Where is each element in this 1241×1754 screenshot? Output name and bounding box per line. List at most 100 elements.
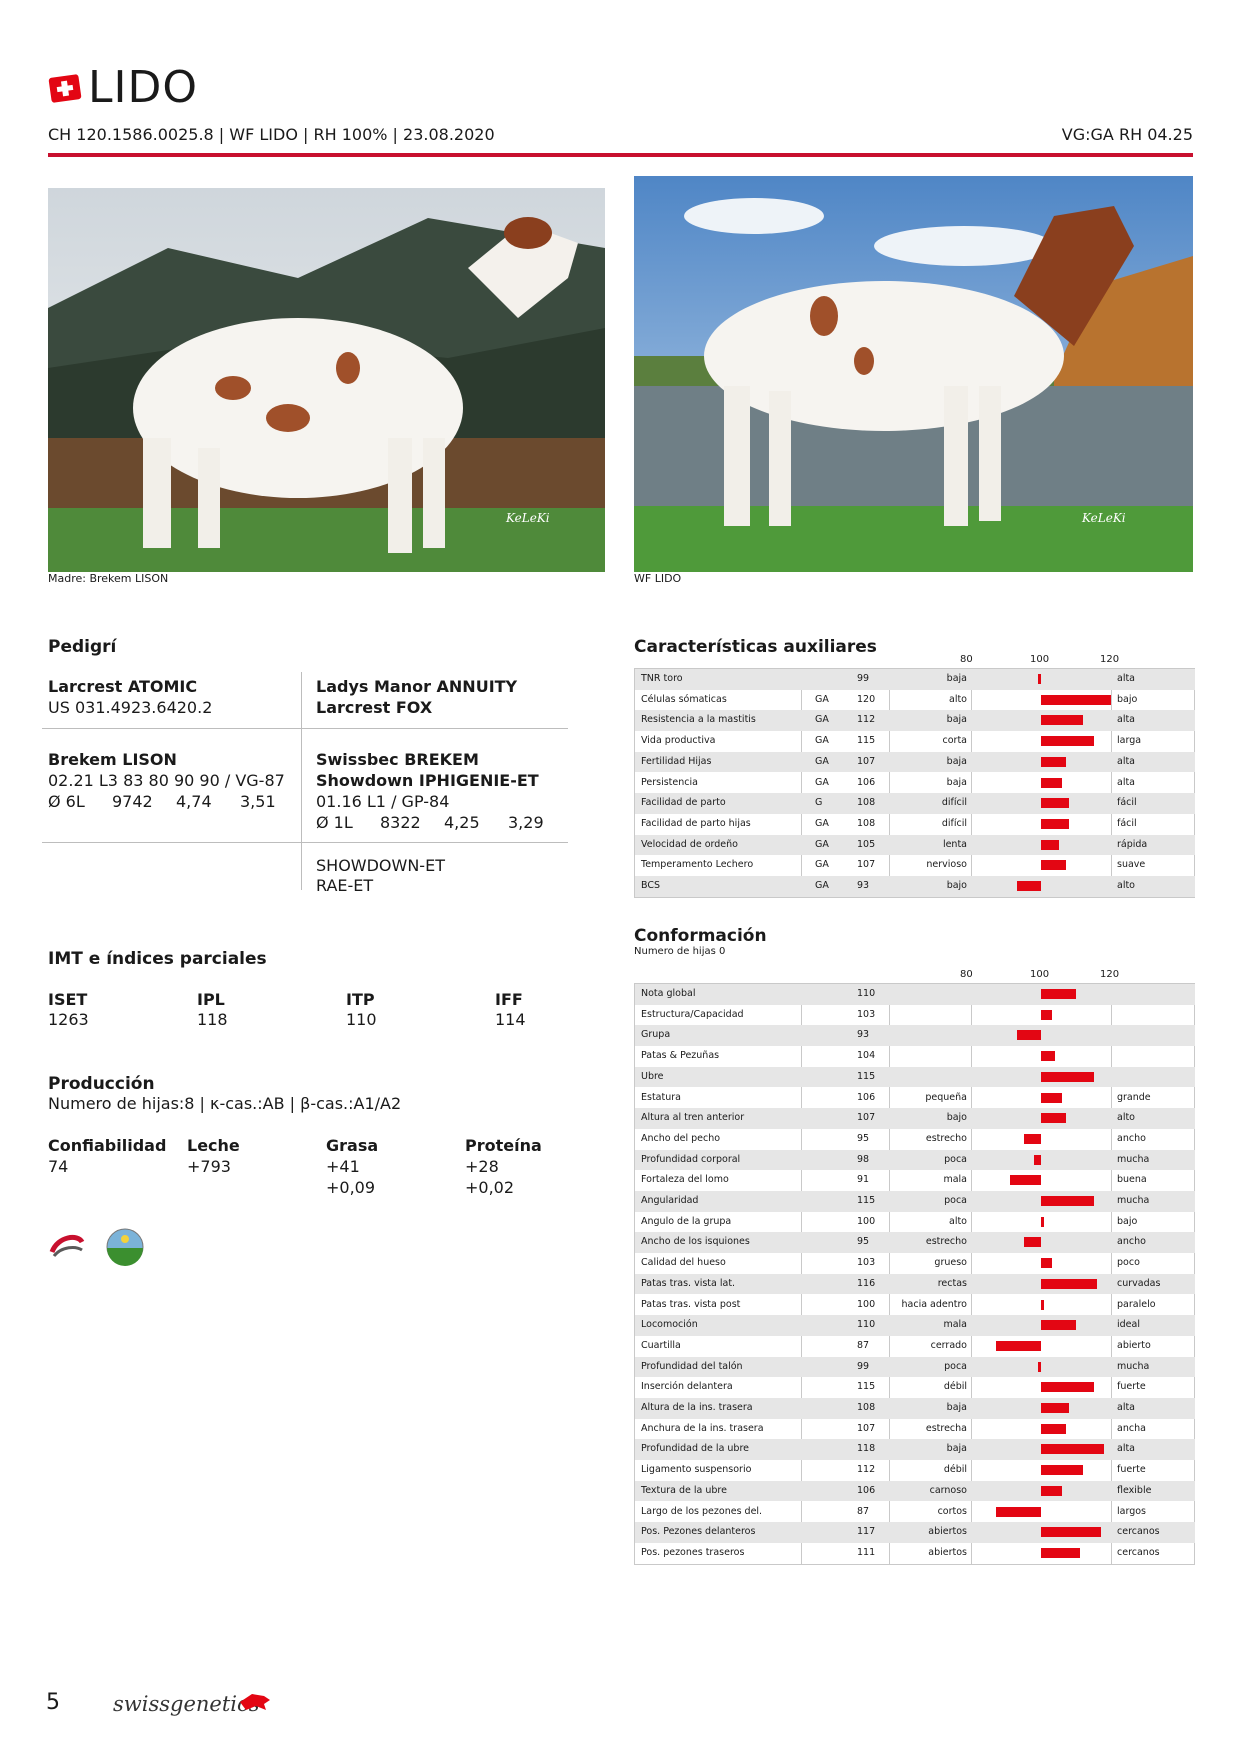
trait-name: Locomoción [641, 1319, 698, 1331]
trait-name: Células sómaticas [641, 693, 727, 705]
dam-dam-protein: 3,29 [508, 813, 544, 832]
trait-row: Profundidad de la ubre 118 baja alta [635, 1439, 1195, 1461]
trait-low-label: baja [946, 755, 967, 767]
trait-bar [1041, 1216, 1044, 1227]
trait-row: Grupa 93 [635, 1025, 1195, 1047]
trait-row: Textura de la ubre 106 carnoso flexible [635, 1480, 1195, 1502]
trait-value: 107 [857, 755, 876, 767]
column-separator [971, 669, 972, 897]
trait-bar [1041, 1403, 1069, 1413]
trait-name: BCS [641, 880, 661, 891]
protein-pct-value: +0,02 [465, 1178, 515, 1197]
ddd-sire: SHOWDOWN-ET [316, 856, 445, 875]
trait-row: Temperamento Lechero GA 107 nervioso suave [635, 855, 1195, 876]
trait-bar [995, 1340, 1041, 1351]
trait-value: 91 [857, 1174, 870, 1186]
trait-row: Anchura de la ins. trasera 107 estrecha anc… [635, 1419, 1195, 1440]
trait-bar [1041, 839, 1059, 850]
trait-row: Fortaleza del lomo 91 mala buena [635, 1170, 1195, 1191]
trait-row: Profundidad del talón 99 poca mucha [635, 1356, 1195, 1378]
trait-high-label: cercanos [1117, 1526, 1160, 1538]
conf-table: Nota global 110 Estructura/Capacidad 103 Gru… [634, 983, 1195, 1565]
trait-name: Ancho del pecho [641, 1132, 721, 1144]
trait-value: 99 [857, 1360, 870, 1372]
trait-high-label: mucha [1117, 1360, 1150, 1372]
trait-bar [1041, 1092, 1062, 1103]
trait-source: G [815, 797, 823, 809]
trait-row: Altura al tren anterior 107 bajo alto [635, 1108, 1195, 1129]
trait-source: GA [815, 735, 829, 747]
fat-label: Grasa [326, 1136, 379, 1155]
trait-row: Facilidad de parto G 108 difícil fácil [635, 793, 1195, 814]
trait-high-label: ancha [1117, 1422, 1146, 1434]
pedigree-row-divider [42, 842, 568, 843]
itp-value: 110 [346, 1010, 377, 1029]
trait-low-label: estrecho [925, 1236, 967, 1248]
production-subtitle: Numero de hijas:8 | κ-cas.:AB | β-cas.:A… [48, 1094, 402, 1113]
trait-source: GA [815, 880, 829, 891]
trait-high-label: larga [1117, 735, 1142, 747]
trait-high-label: ideal [1117, 1319, 1140, 1331]
column-separator [889, 669, 890, 897]
ipl-value: 118 [197, 1010, 228, 1029]
trait-low-label: poca [944, 1195, 967, 1206]
trait-high-label: alta [1117, 673, 1136, 684]
itp-label: ITP [346, 990, 375, 1009]
header-divider [48, 153, 1193, 157]
trait-source: GA [815, 838, 829, 850]
scale-100: 100 [1030, 654, 1050, 665]
page-number: 5 [46, 1690, 60, 1715]
iset-value: 1263 [48, 1010, 89, 1029]
trait-low-label: lenta [942, 838, 967, 850]
trait-value: 93 [857, 1029, 870, 1041]
trait-bar [1041, 818, 1069, 829]
sire-id: US 031.4923.6420.2 [48, 698, 213, 717]
reliability-label: Confiabilidad [48, 1136, 167, 1155]
trait-high-label: fácil [1117, 797, 1137, 809]
trait-high-label: flexible [1117, 1484, 1152, 1496]
trait-name: Ligamento suspensorio [641, 1464, 752, 1476]
trait-low-label: cortos [937, 1505, 967, 1517]
trait-row: Calidad del hueso 103 grueso poco [635, 1253, 1195, 1274]
watermark: KeLeKi [505, 511, 550, 525]
trait-row: Pos. pezones traseros 111 abiertos cercanos [635, 1543, 1195, 1564]
trait-high-label: alto [1117, 880, 1135, 891]
trait-bar [1041, 1113, 1066, 1124]
trait-row: Angularidad 115 poca mucha [635, 1191, 1195, 1212]
trait-bar [1041, 1196, 1094, 1206]
protein-label: Proteína [465, 1136, 542, 1155]
trait-bar [1041, 1382, 1094, 1393]
trait-high-label: bajo [1117, 1215, 1138, 1227]
trait-source: GA [815, 776, 829, 788]
trait-low-label: difícil [941, 797, 967, 809]
trait-bar [1041, 715, 1083, 726]
trait-name: Angularidad [641, 1195, 699, 1206]
trait-row: Pos. Pezones delanteros 117 abiertos cercan… [635, 1522, 1195, 1543]
trait-bar [1023, 1237, 1041, 1248]
trait-value: 107 [857, 859, 876, 871]
trait-low-label: baja [946, 1443, 967, 1455]
trait-value: 117 [857, 1526, 876, 1538]
sire-dam: Larcrest FOX [316, 698, 433, 717]
trait-bar [1041, 1278, 1097, 1289]
trait-name: Anchura de la ins. trasera [641, 1422, 764, 1434]
aux-table: TNR toro 99 baja alta Células sómaticas GA 120… [634, 668, 1195, 898]
trait-value: 112 [857, 714, 876, 726]
trait-value: 95 [857, 1236, 870, 1248]
trait-high-label: fuerte [1117, 1381, 1146, 1393]
trait-source: GA [815, 817, 829, 829]
trait-name: Cuartilla [641, 1339, 681, 1351]
trait-low-label: difícil [941, 817, 967, 829]
dam-milk: 9742 [112, 792, 153, 811]
trait-low-label: baja [946, 1402, 967, 1413]
column-separator [1111, 669, 1112, 897]
trait-bar [1041, 777, 1062, 788]
pedigree-title: Pedigrí [48, 637, 117, 657]
dam-classification: 02.21 L3 83 80 90 90 / VG-87 [48, 771, 285, 790]
dam-dam-classification: 01.16 L1 / GP-84 [316, 792, 450, 811]
herdbook-logo-icon [48, 1232, 86, 1264]
trait-row: Estatura 106 pequeña grande [635, 1088, 1195, 1109]
trait-bar [1041, 1051, 1055, 1062]
trait-high-label: bajo [1117, 693, 1138, 705]
trait-row: BCS GA 93 bajo alto [635, 876, 1195, 897]
